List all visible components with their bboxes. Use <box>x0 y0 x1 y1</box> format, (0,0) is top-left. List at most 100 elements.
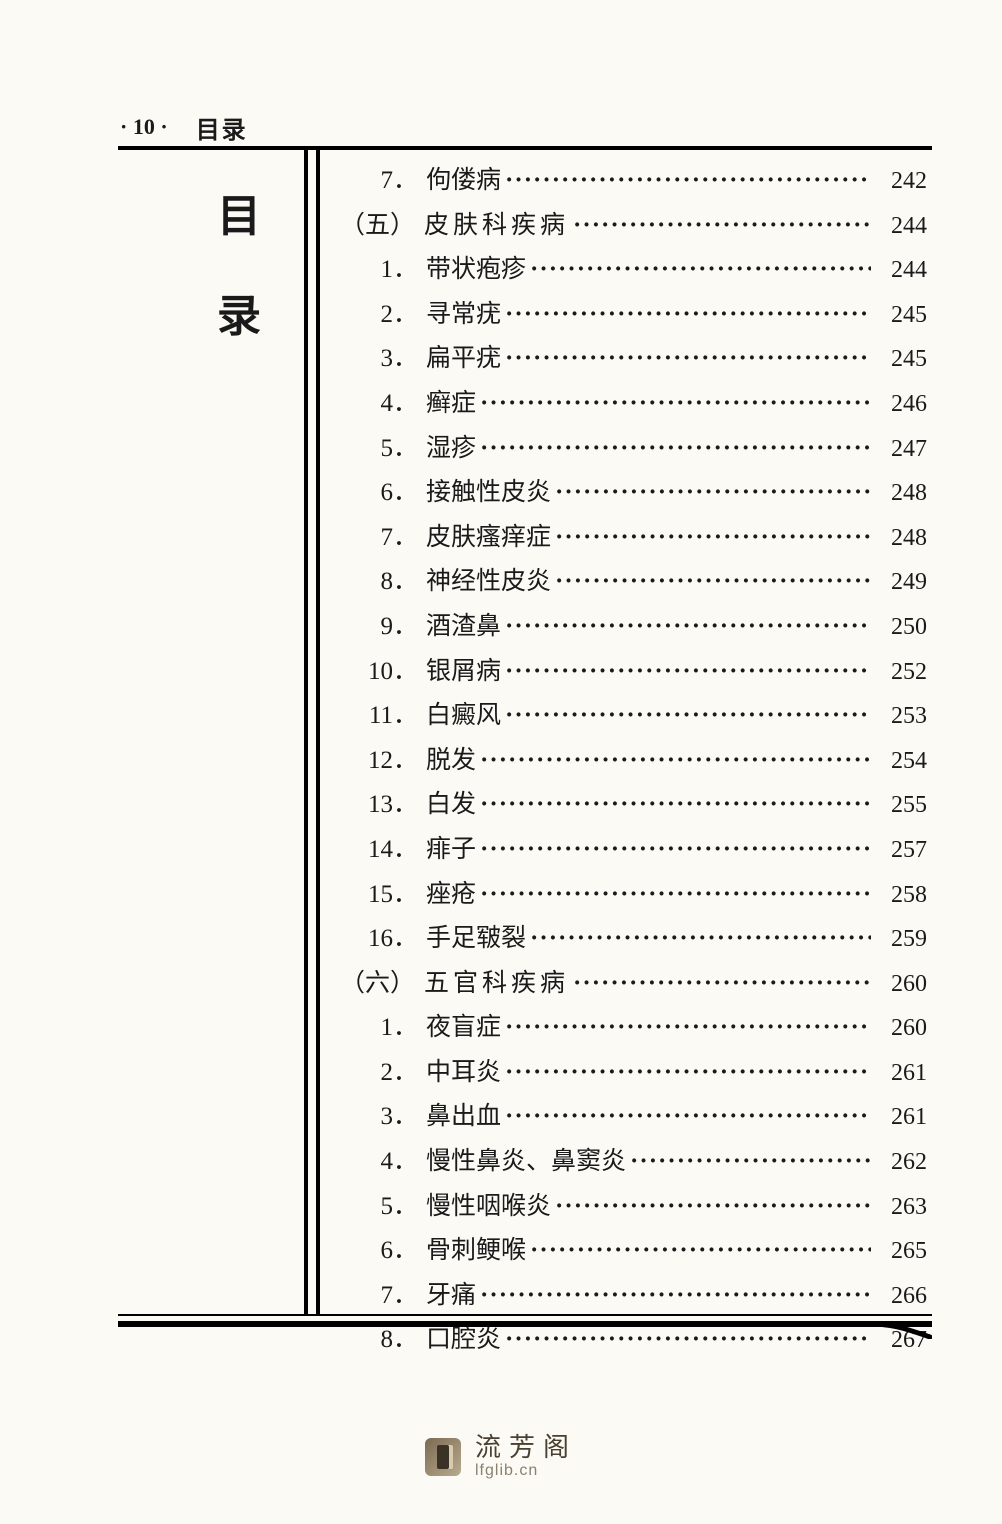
toc-entry: 2．中耳炎···································… <box>340 1052 927 1097</box>
toc-entry-label: 酒渣鼻 <box>420 606 501 642</box>
toc-entry-label: 慢性咽喉炎 <box>420 1186 551 1222</box>
toc-entry: 3．鼻出血···································… <box>340 1096 927 1141</box>
vertical-rule-inner <box>316 150 320 1315</box>
toc-leader-dots: ········································… <box>626 1148 871 1176</box>
toc-leader-dots: ········································… <box>551 568 871 596</box>
toc-leader-dots: ········································… <box>501 345 871 373</box>
toc-leader-dots: ········································… <box>569 970 871 998</box>
toc-leader-dots: ········································… <box>526 1237 871 1265</box>
toc-entry: 10．银屑病··································… <box>340 651 927 696</box>
toc-leader-dots: ········································… <box>476 791 871 819</box>
toc-entry-label: 皮肤瘙痒症 <box>420 517 551 553</box>
toc-entry: 11．白癜风··································… <box>340 695 927 740</box>
toc-entry-number: 4． <box>340 383 420 419</box>
toc-leader-dots: ········································… <box>551 524 871 552</box>
toc-entry-page: 255 <box>871 792 927 819</box>
toc-entry-label: 五官科疾病 <box>418 963 569 999</box>
toc-entry-number: 4． <box>340 1141 420 1177</box>
toc-entry-page: 265 <box>871 1238 927 1265</box>
toc-entry: 2．寻常疣···································… <box>340 294 927 339</box>
toc-entry-label: 中耳炎 <box>420 1052 501 1088</box>
toc-entry-number: 8． <box>340 561 420 597</box>
toc-entry-number: 3． <box>340 1096 420 1132</box>
toc-entry-page: 263 <box>871 1194 927 1221</box>
footer-site-name: 流芳阁 <box>475 1434 577 1463</box>
toc-leader-dots: ········································… <box>501 1103 871 1131</box>
toc-entry-page: 245 <box>871 302 927 329</box>
toc-entry-page: 244 <box>871 257 927 284</box>
toc-entry-number: 1． <box>340 249 420 285</box>
toc-entry-page: 242 <box>871 168 927 195</box>
toc-entry-page: 249 <box>871 569 927 596</box>
toc-entry: 15．痤疮···································… <box>340 874 927 919</box>
vertical-rule-outer <box>304 150 308 1315</box>
toc-entry-label: 痱子 <box>420 829 476 865</box>
toc-entry: 3．扁平疣···································… <box>340 338 927 383</box>
side-title-char-2: 录 <box>215 295 263 339</box>
toc-entry-page: 250 <box>871 614 927 641</box>
toc-entry-number: 13． <box>340 784 420 820</box>
bottom-rule-thick <box>118 1321 932 1327</box>
toc-entry: 13．白发···································… <box>340 784 927 829</box>
toc-entry-number: 15． <box>340 874 420 910</box>
toc-entry: 12．脱发···································… <box>340 740 927 785</box>
footer-text: 流芳阁 lfglib.cn <box>475 1434 577 1480</box>
toc-leader-dots: ········································… <box>526 256 871 284</box>
toc-section-heading: （五）皮肤科疾病································… <box>340 205 927 250</box>
toc-entry: 9．酒渣鼻···································… <box>340 606 927 651</box>
bottom-rule-thin <box>118 1314 932 1316</box>
toc-leader-dots: ········································… <box>526 925 871 953</box>
toc-entry-page: 266 <box>871 1283 927 1310</box>
toc-entry-page: 259 <box>871 926 927 953</box>
toc-leader-dots: ········································… <box>569 212 871 240</box>
toc-entry-label: 手足皲裂 <box>420 918 526 954</box>
toc-entry: 7．皮肤瘙痒症·································… <box>340 517 927 562</box>
toc-entry-page: 252 <box>871 659 927 686</box>
toc-entry-number: 7． <box>340 160 420 196</box>
toc-entry: 7．牙痛····································… <box>340 1275 927 1320</box>
toc-leader-dots: ········································… <box>501 658 871 686</box>
toc-entry-number: 6． <box>340 472 420 508</box>
toc-leader-dots: ········································… <box>476 1282 871 1310</box>
running-header: · 10 · 目录 <box>120 112 927 142</box>
toc-leader-dots: ········································… <box>551 1193 871 1221</box>
toc-entry-label: 癣症 <box>420 383 476 419</box>
toc-entry-label: 白发 <box>420 784 476 820</box>
top-rule <box>118 146 932 150</box>
table-of-contents: 7．佝偻病···································… <box>340 160 927 1314</box>
toc-entry: 14．痱子···································… <box>340 829 927 874</box>
toc-entry-label: 接触性皮炎 <box>420 472 551 508</box>
toc-leader-dots: ········································… <box>551 479 871 507</box>
toc-entry-number: 11． <box>340 695 420 731</box>
toc-entry-page: 254 <box>871 748 927 775</box>
footer-watermark: 流芳阁 lfglib.cn <box>0 1434 1002 1480</box>
toc-leader-dots: ········································… <box>501 301 871 329</box>
toc-entry-number: 6． <box>340 1230 420 1266</box>
toc-entry-label: 湿疹 <box>420 428 476 464</box>
toc-entry-label: 脱发 <box>420 740 476 776</box>
toc-leader-dots: ········································… <box>476 836 871 864</box>
toc-entry-label: 夜盲症 <box>420 1007 501 1043</box>
toc-leader-dots: ········································… <box>501 613 871 641</box>
toc-leader-dots: ········································… <box>501 167 871 195</box>
toc-entry: 4．癣症····································… <box>340 383 927 428</box>
toc-entry-page: 261 <box>871 1104 927 1131</box>
toc-entry-number: 7． <box>340 1275 420 1311</box>
toc-leader-dots: ········································… <box>501 1014 871 1042</box>
toc-leader-dots: ········································… <box>501 1326 871 1354</box>
toc-leader-dots: ········································… <box>476 435 871 463</box>
toc-entry-label: 寻常疣 <box>420 294 501 330</box>
toc-leader-dots: ········································… <box>476 881 871 909</box>
toc-entry-page: 246 <box>871 391 927 418</box>
toc-entry-number: 9． <box>340 606 420 642</box>
toc-entry-number: 12． <box>340 740 420 776</box>
toc-entry-label: 银屑病 <box>420 651 501 687</box>
toc-entry-number: 10． <box>340 651 420 687</box>
toc-entry: 4．慢性鼻炎、鼻窦炎······························… <box>340 1141 927 1186</box>
toc-entry-page: 260 <box>871 1015 927 1042</box>
toc-entry-number: 2． <box>340 294 420 330</box>
toc-entry-number: 3． <box>340 338 420 374</box>
side-title: 目 录 <box>215 195 263 395</box>
toc-entry-label: 佝偻病 <box>420 160 501 196</box>
toc-entry: 5．湿疹····································… <box>340 428 927 473</box>
